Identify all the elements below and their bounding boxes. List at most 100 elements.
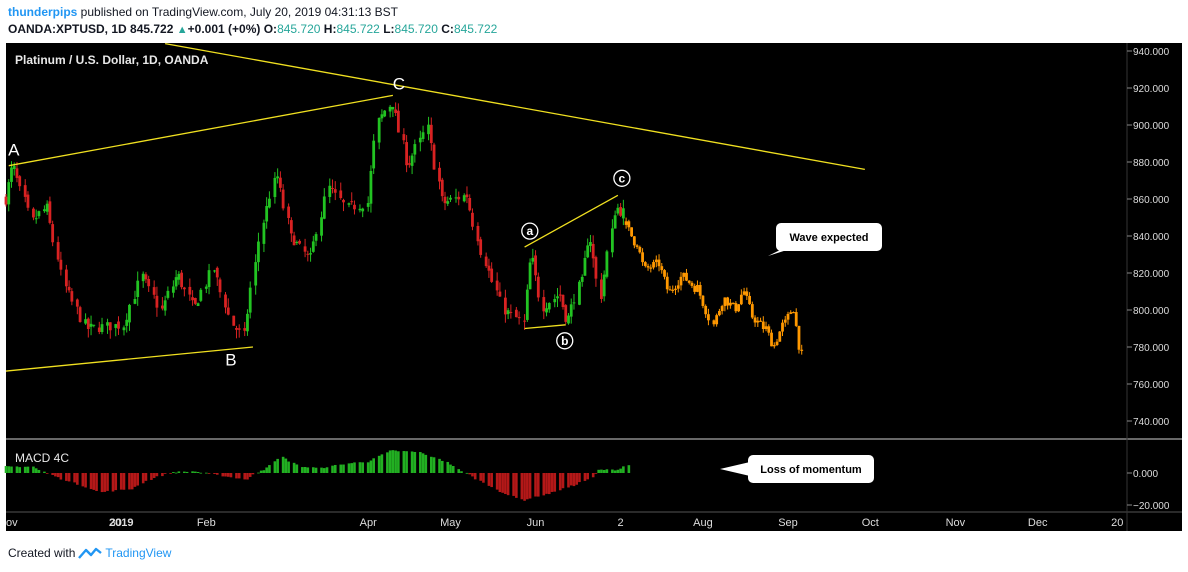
- macd-bar: [81, 473, 85, 487]
- candle-body: [328, 185, 332, 197]
- macd-bar: [542, 473, 546, 496]
- macd-bar: [594, 473, 598, 474]
- macd-bar: [429, 456, 433, 473]
- macd-bar: [366, 462, 370, 473]
- candle-body: [487, 265, 491, 271]
- macd-bar: [191, 471, 194, 473]
- macd-bar: [627, 465, 631, 473]
- macd-bar: [207, 473, 211, 474]
- macd-bar: [59, 473, 63, 480]
- candle-body: [289, 220, 293, 234]
- candle-body: [402, 134, 406, 141]
- wave-bar: [764, 326, 768, 330]
- macd-bar: [583, 473, 587, 481]
- wave-bar: [696, 285, 699, 292]
- macd-bar: [622, 466, 625, 473]
- candle-body: [509, 311, 513, 313]
- wave-label-circle: [521, 222, 539, 240]
- candle-body: [610, 228, 614, 253]
- macd-bar: [567, 473, 570, 488]
- wave-bar: [646, 265, 650, 268]
- wave-bar: [635, 245, 639, 247]
- candle-body: [353, 204, 356, 210]
- open-label: O:: [263, 22, 278, 36]
- macd-bar: [438, 458, 441, 473]
- candle-body: [578, 281, 581, 305]
- macd-bar: [136, 473, 140, 486]
- macd-bar: [150, 473, 153, 480]
- macd-bar: [130, 473, 134, 490]
- macd-bar: [405, 451, 408, 473]
- candle-body: [117, 321, 120, 329]
- macd-bar: [185, 471, 189, 473]
- macd-bar: [34, 468, 38, 473]
- candle-body: [257, 241, 260, 263]
- macd-bar: [243, 473, 247, 480]
- candle-body: [276, 176, 280, 179]
- candle-body: [358, 208, 362, 211]
- candle-body: [366, 203, 370, 207]
- candle-body: [531, 257, 535, 262]
- wave-bar: [663, 270, 666, 277]
- candle-body: [495, 280, 499, 291]
- candle-body: [602, 274, 606, 297]
- macd-bar: [114, 473, 118, 491]
- candle-body: [350, 201, 354, 203]
- candle-body: [517, 317, 521, 319]
- macd-bar: [177, 471, 181, 473]
- author-name[interactable]: thunderpips: [8, 5, 78, 19]
- candle-body: [235, 328, 238, 330]
- tradingview-link[interactable]: TradingView: [105, 546, 172, 560]
- candle-body: [591, 243, 595, 259]
- wave-label: B: [225, 351, 236, 370]
- candle-body: [542, 297, 546, 312]
- candle-body: [281, 189, 285, 209]
- candle-body: [232, 315, 236, 326]
- wave-label-circle: [613, 169, 631, 187]
- macd-bar: [512, 473, 515, 496]
- price-tick-label: 800.000: [1133, 306, 1170, 317]
- wave-bar: [657, 259, 661, 267]
- candle-body: [547, 302, 551, 310]
- macd-bar: [155, 473, 159, 477]
- macd-bar: [314, 467, 318, 473]
- candle-body: [613, 215, 617, 229]
- candle-body: [64, 269, 68, 287]
- wave-bar: [632, 236, 636, 246]
- wave-bar: [789, 312, 793, 314]
- candle-body: [298, 240, 301, 244]
- candle-body: [567, 315, 570, 324]
- wave-bar: [753, 317, 757, 323]
- candle-body: [114, 324, 118, 328]
- macd-bar: [504, 473, 507, 495]
- macd-bar: [174, 472, 178, 474]
- candle-body: [188, 286, 192, 295]
- macd-bar: [199, 472, 203, 474]
- candle-body: [182, 287, 186, 290]
- macd-bar: [342, 464, 345, 473]
- time-tick-label: 2019: [109, 517, 133, 529]
- price-axis[interactable]: [1127, 43, 1182, 531]
- candle-body: [45, 203, 49, 212]
- wave-bar: [794, 312, 798, 326]
- candle-body: [34, 218, 38, 220]
- candle-body: [100, 324, 104, 333]
- wave-label: b: [561, 334, 568, 348]
- candle-body: [605, 251, 609, 277]
- candle-body: [372, 140, 376, 169]
- time-tick-label: 20: [1111, 517, 1123, 529]
- candle-body: [457, 196, 461, 200]
- candle-body: [572, 302, 576, 304]
- macd-bar: [482, 473, 485, 483]
- wave-label: C: [393, 74, 405, 93]
- wave-bar: [759, 320, 762, 322]
- wave-bar: [748, 295, 751, 305]
- time-tick-label: Oct: [862, 517, 879, 529]
- callout-box: [776, 223, 882, 251]
- candle-body: [347, 203, 351, 205]
- wave-bar: [712, 320, 716, 325]
- time-tick-label: Nov: [946, 517, 966, 529]
- wave-bar: [786, 313, 790, 320]
- candle-body: [43, 209, 46, 212]
